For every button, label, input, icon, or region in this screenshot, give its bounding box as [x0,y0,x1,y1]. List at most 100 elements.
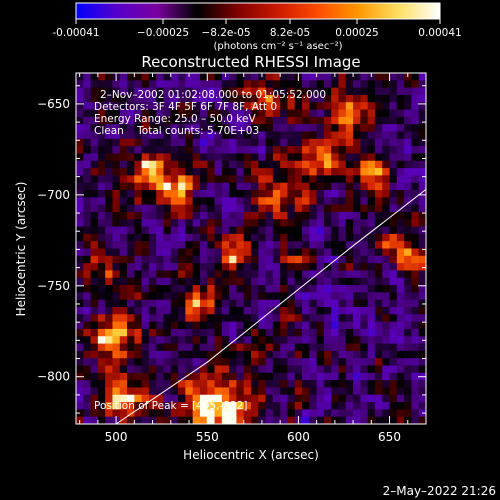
heatmap-cell [251,226,259,235]
heatmap-cell [221,285,230,293]
heatmap-cell [170,175,179,184]
heatmap-cell [353,277,361,286]
heatmap-image [76,73,426,424]
heatmap-cell [170,307,179,315]
heatmap-cell [389,204,398,213]
heatmap-cell [374,372,383,381]
heatmap-cell [97,248,106,257]
heatmap-cell [90,226,99,235]
heatmap-cell [258,402,267,410]
heatmap-cell [127,263,135,272]
heatmap-cell [221,102,230,111]
heatmap-cell [199,131,208,140]
heatmap-cell [148,402,157,410]
heatmap-cell [229,248,238,257]
heatmap-cell [272,168,281,176]
heatmap-cell [192,73,201,81]
heatmap-cell [294,394,303,403]
heatmap-cell [192,314,201,323]
heatmap-cell [272,409,281,418]
heatmap-cell [345,416,354,424]
heatmap-cell [185,241,194,250]
heatmap-cell [360,416,369,424]
heatmap-cell [192,409,201,418]
heatmap-cell [280,336,289,345]
heatmap-cell [236,116,245,125]
heatmap-cell [396,80,405,89]
heatmap-cell [418,146,426,155]
heatmap-cell [148,248,157,257]
heatmap-cell [331,292,340,301]
heatmap-cell [309,328,318,337]
heatmap-cell [185,190,194,198]
heatmap-cell [338,343,347,352]
heatmap-cell [309,138,318,147]
heatmap-cell [287,255,296,264]
heatmap-cell [360,94,369,103]
heatmap-cell [389,73,398,81]
heatmap-cell [119,409,128,418]
heatmap-cell [83,204,92,213]
heatmap-cell [105,175,114,184]
heatmap-cell [163,314,172,323]
heatmap-cell [236,219,245,228]
heatmap-cell [389,358,398,367]
heatmap-cell [199,211,208,220]
heatmap-cell [353,204,361,213]
heatmap-cell [207,197,216,206]
heatmap-cell [236,394,245,403]
heatmap-cell [221,255,230,264]
heatmap-cell [404,394,413,403]
heatmap-cell [404,358,413,367]
heatmap-cell [411,168,420,176]
heatmap-cell [97,168,106,176]
heatmap-cell [134,365,143,374]
heatmap-cell [294,102,303,111]
heatmap-cell [221,109,230,118]
heatmap-cell [243,307,252,315]
heatmap-cell [192,204,201,213]
heatmap-cell [236,307,245,315]
heatmap-cell [338,219,347,228]
heatmap-cell [163,307,172,315]
heatmap-cell [265,328,274,337]
heatmap-cell [185,80,194,89]
heatmap-cell [287,94,296,103]
heatmap-cell [214,124,223,133]
heatmap-cell [331,409,340,418]
heatmap-cell [141,211,150,220]
heatmap-cell [251,233,259,242]
heatmap-cell [112,211,121,220]
heatmap-cell [316,416,325,424]
heatmap-cell [389,160,398,169]
heatmap-cell [309,80,318,89]
heatmap-cell [119,263,128,272]
heatmap-cell [83,380,92,389]
heatmap-cell [243,336,252,345]
heatmap-cell [199,350,208,359]
heatmap-cell [236,233,245,242]
heatmap-cell [192,241,201,250]
heatmap-cell [185,160,194,169]
heatmap-cell [272,248,281,257]
heatmap-cell [396,255,405,264]
heatmap-cell [83,263,92,272]
heatmap-cell [309,160,318,169]
heatmap-cell [360,328,369,337]
heatmap-cell [404,241,413,250]
heatmap-cell [134,328,143,337]
heatmap-cell [170,292,179,301]
heatmap-cell [272,394,281,403]
heatmap-cell [185,402,194,410]
heatmap-cell [360,358,369,367]
heatmap-cell [214,241,223,250]
heatmap-cell [199,255,208,264]
heatmap-cell [389,94,398,103]
heatmap-cell [411,402,420,410]
heatmap-cell [382,94,391,103]
heatmap-cell [76,255,84,264]
heatmap-cell [287,226,296,235]
y-tick-label: −750 [37,279,70,293]
heatmap-cell [374,336,383,345]
heatmap-cell [272,190,281,198]
